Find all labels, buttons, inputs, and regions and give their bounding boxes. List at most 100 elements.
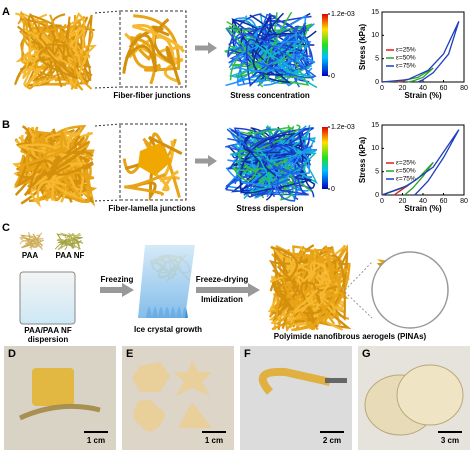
- fiber: [293, 289, 318, 314]
- fiber: [226, 128, 305, 186]
- fiber: [245, 38, 294, 88]
- arrow-head: [208, 155, 217, 167]
- plot-frame: [381, 11, 465, 83]
- scale-label: 1 cm: [87, 436, 105, 445]
- curve: [381, 129, 460, 196]
- y-tick-label: 0: [375, 192, 379, 199]
- y-tick-label: 5: [375, 169, 379, 176]
- caption: Fiber-fiber junctions: [113, 91, 191, 100]
- colorbar-tick-label: 1.2e-03: [331, 124, 355, 131]
- fiber: [226, 11, 293, 82]
- colorbar: [322, 127, 328, 189]
- fiber: [37, 20, 86, 65]
- fiber: [274, 147, 313, 195]
- x-tick-label: 40: [419, 85, 427, 92]
- grass: [18, 403, 101, 421]
- fiber: [243, 134, 281, 180]
- plot-frame: [381, 124, 465, 196]
- colorbar-tick-label: 1.2e-03: [331, 11, 355, 18]
- label: Freezing: [101, 275, 134, 284]
- caption: Fiber-lamella junctions: [108, 204, 196, 213]
- fiber: [26, 232, 35, 242]
- fiber: [282, 273, 345, 331]
- panel-letter: A: [2, 6, 10, 18]
- hexagon: [132, 362, 170, 392]
- zoom-circle: [371, 251, 449, 329]
- x-tick-label: 20: [399, 198, 407, 205]
- arrow-head: [208, 42, 217, 54]
- curve: [381, 21, 460, 83]
- legend-label: ε=50%: [396, 168, 416, 175]
- label: Ice crystal growth: [134, 325, 202, 334]
- fiber: [227, 36, 312, 63]
- fiber: [300, 281, 321, 316]
- fiber: [21, 27, 36, 80]
- fiber: [61, 12, 86, 58]
- colorbar-tick-label: 0: [331, 73, 335, 80]
- fiber: [132, 23, 185, 54]
- panel-letter: G: [362, 348, 371, 360]
- fiber: [256, 148, 300, 181]
- y-tick-label: 10: [371, 145, 379, 152]
- fiber: [38, 24, 62, 63]
- label: PAA NF: [56, 251, 85, 260]
- fiber: [124, 33, 158, 73]
- legend-label: ε=25%: [396, 160, 416, 167]
- y-tick-label: 5: [375, 56, 379, 63]
- fiber: [231, 150, 289, 182]
- zoom-line: [344, 261, 373, 319]
- illustrations: [4, 10, 470, 450]
- y-tick-label: 10: [371, 32, 379, 39]
- colorbar-tick-label: 0: [331, 186, 335, 193]
- x-tick-label: 0: [380, 85, 384, 92]
- zoom-line: [94, 10, 121, 89]
- ice-box: [138, 245, 195, 318]
- x-tick-label: 80: [460, 85, 468, 92]
- fiber: [228, 25, 304, 81]
- photo: [122, 346, 234, 450]
- fiber: [63, 241, 76, 249]
- label: dispersion: [28, 335, 69, 344]
- x-axis-label: Strain (%): [404, 204, 442, 213]
- fiber: [54, 137, 90, 203]
- tweezers: [325, 378, 347, 383]
- fiber: [254, 42, 315, 78]
- legend-label: ε=75%: [396, 176, 416, 183]
- label: Imidization: [201, 295, 243, 304]
- y-axis-label: Stress (kPa): [358, 137, 367, 184]
- x-tick-label: 20: [399, 85, 407, 92]
- fiber: [263, 40, 318, 89]
- panel-letter: C: [2, 222, 10, 234]
- caption: Stress concentration: [230, 91, 310, 100]
- scale-label: 2 cm: [323, 436, 341, 445]
- label: Polyimide nanofibrous aerogels (PINAs): [274, 332, 427, 341]
- fiber: [122, 25, 170, 74]
- fiber: [230, 127, 282, 193]
- sample: [32, 368, 74, 406]
- y-tick-label: 15: [371, 122, 379, 129]
- fiber: [270, 253, 339, 303]
- fiber: [18, 147, 68, 176]
- panel-letter: F: [244, 348, 251, 360]
- x-axis-label: Strain (%): [404, 91, 442, 100]
- label: Freeze-drying: [196, 275, 249, 284]
- panel-letter: D: [8, 348, 16, 360]
- fiber: [293, 269, 327, 318]
- fiber: [299, 248, 334, 266]
- fiber: [270, 246, 303, 301]
- fiber: [234, 33, 317, 79]
- label: PAA/PAA NF: [24, 326, 72, 335]
- legend-label: ε=75%: [396, 63, 416, 70]
- fiber: [60, 232, 81, 242]
- y-tick-label: 15: [371, 9, 379, 16]
- loop: [258, 367, 331, 395]
- x-tick-label: 60: [440, 85, 448, 92]
- fiber: [240, 15, 291, 84]
- beaker: [19, 271, 76, 325]
- fiber: [246, 139, 310, 196]
- lamella: [138, 143, 172, 176]
- fiber: [258, 142, 304, 169]
- y-tick-label: 0: [375, 79, 379, 86]
- fiber: [16, 125, 86, 189]
